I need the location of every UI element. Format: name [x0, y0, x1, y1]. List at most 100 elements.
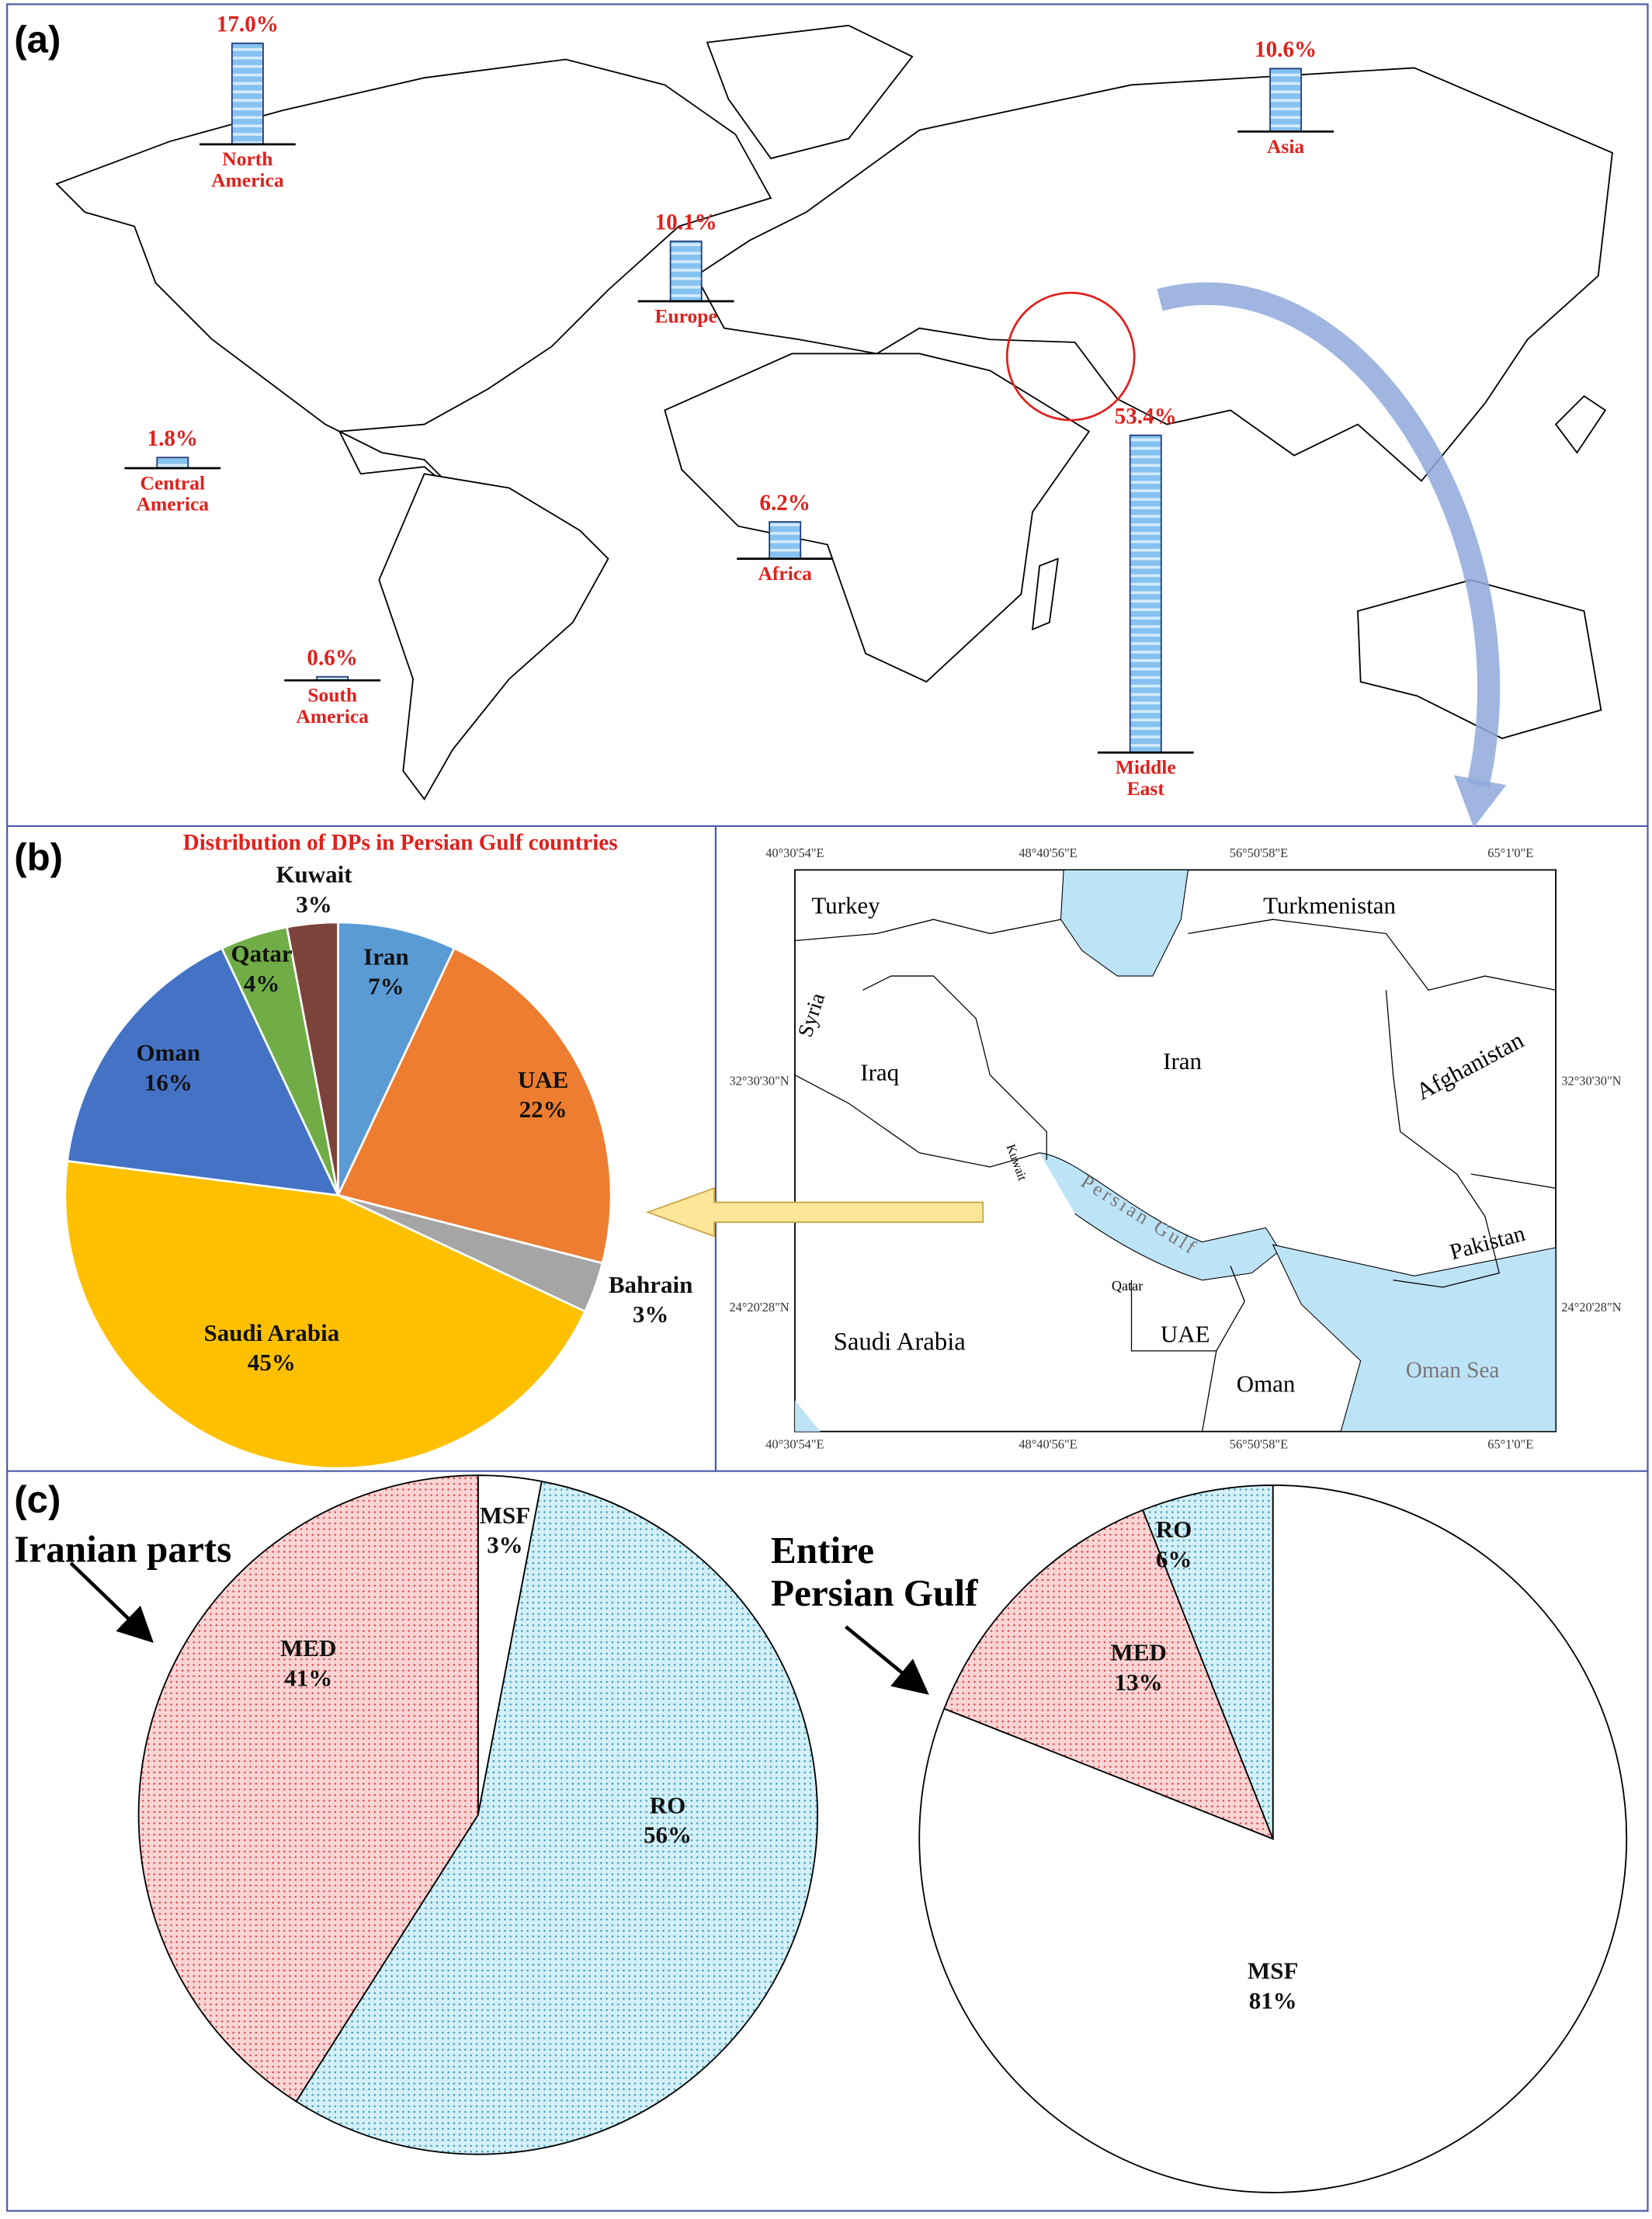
pie-slice — [1141, 1485, 1274, 1839]
category-label-box: South America — [296, 686, 369, 729]
slice-label: UAE — [518, 1066, 568, 1093]
latitude-label: 32°30'30"N — [1561, 1073, 1621, 1088]
map-label: Qatar — [1112, 1278, 1143, 1294]
longitude-label: 40°30'54"E — [765, 1437, 824, 1452]
map-label: Turkmenistan — [1263, 892, 1396, 919]
longitude-label: 56°50'58"E — [1230, 846, 1288, 860]
longitude-label: 40°30'54"E — [765, 846, 824, 860]
category-label-box: Central America — [136, 474, 210, 517]
category-label: Europe — [654, 307, 717, 328]
slice-value: 3% — [633, 1300, 668, 1328]
zoom-arrow-head — [1453, 775, 1507, 828]
chart-annotation-box: Entire Persian Gulf — [770, 1530, 978, 1614]
value-label: 0.6% — [307, 646, 358, 671]
slice-label: MED — [280, 1634, 336, 1662]
map-label: Iran — [1163, 1047, 1202, 1075]
outer-frame — [6, 3, 1649, 2212]
highlight-circle — [1005, 291, 1136, 422]
category-label-box: Europe — [654, 307, 717, 328]
pie-slice — [285, 921, 339, 1196]
slice-label: MED — [1110, 1639, 1166, 1666]
annotation-arrow — [69, 1561, 154, 1644]
map-label: Oman — [1237, 1370, 1296, 1398]
longitude-label: 48°40'56"E — [1019, 1437, 1077, 1452]
pie-slice — [337, 921, 456, 1196]
slice-label: Oman — [137, 1039, 201, 1066]
world-map — [55, 24, 1613, 800]
category-label-box: Asia — [1266, 137, 1305, 159]
category-label: North America — [211, 150, 284, 193]
slice-label: Kuwait — [276, 861, 352, 888]
slice-value: 41% — [284, 1664, 332, 1691]
pie-slice — [336, 946, 613, 1265]
map-label: Iraq — [860, 1059, 899, 1086]
pie-slice — [137, 1474, 479, 2103]
slice-label: Saudi Arabia — [203, 1319, 339, 1346]
value-label: 53.4% — [1115, 404, 1177, 429]
slice-label: MSF — [1248, 1957, 1298, 1985]
pie-slice — [295, 1480, 818, 2155]
regional-map — [794, 869, 1557, 1432]
link-arrow — [645, 1187, 984, 1238]
chart-annotation: Iranian parts — [14, 1528, 231, 1571]
category-label: Africa — [758, 564, 812, 586]
slice-value: 13% — [1115, 1669, 1163, 1696]
bar — [156, 457, 189, 469]
map-label: Oman Sea — [1406, 1358, 1500, 1383]
slice-value: 22% — [519, 1096, 567, 1123]
longitude-label: 48°40'56"E — [1019, 846, 1077, 860]
slice-value: 16% — [144, 1068, 193, 1096]
map-label: UAE — [1161, 1321, 1210, 1348]
category-label: Asia — [1266, 137, 1305, 159]
bar — [669, 240, 703, 302]
category-label-box: North America — [211, 150, 284, 193]
slice-value: 56% — [644, 1821, 692, 1849]
zoom-arrow — [1157, 282, 1501, 788]
value-label: 6.2% — [759, 491, 810, 516]
value-label: 17.0% — [217, 12, 279, 37]
slice-label: MSF — [480, 1502, 530, 1529]
category-label: South America — [296, 686, 369, 729]
longitude-label: 65°1'0"E — [1487, 846, 1533, 860]
category-label: Middle East — [1115, 758, 1176, 801]
pie-slice — [66, 946, 340, 1197]
longitude-label: 65°1'0"E — [1487, 1437, 1533, 1452]
latitude-label: 24°20'28"N — [729, 1300, 789, 1314]
bar — [231, 42, 264, 145]
panel-label: (b) — [14, 836, 63, 879]
category-label-box: Middle East — [1115, 758, 1176, 801]
slice-label: Iran — [363, 943, 409, 970]
panel-label: (c) — [14, 1478, 61, 1521]
pie-slice — [64, 1159, 587, 1470]
panel-label: (a) — [14, 19, 61, 61]
slice-label: Qatar — [231, 940, 293, 967]
bar — [769, 521, 802, 560]
map-label: Turkey — [811, 892, 880, 919]
bar — [1269, 68, 1303, 133]
latitude-label: 24°20'28"N — [1561, 1300, 1621, 1314]
latitude-label: 32°30'30"N — [729, 1073, 789, 1088]
slice-value: 7% — [368, 973, 404, 1000]
slice-value: 3% — [487, 1531, 522, 1558]
slice-label: RO — [1156, 1516, 1192, 1543]
slice-value: 6% — [1156, 1545, 1192, 1572]
longitude-label: 56°50'58"E — [1230, 1437, 1288, 1452]
value-label: 10.1% — [655, 210, 717, 235]
slice-label: RO — [650, 1791, 685, 1818]
chart-annotation: Entire Persian Gulf — [770, 1530, 978, 1614]
map-label: Saudi Arabia — [834, 1328, 967, 1356]
annotation-arrow — [845, 1625, 929, 1695]
bar — [1129, 434, 1162, 754]
slice-value: 81% — [1249, 1987, 1297, 2014]
slice-value: 4% — [244, 970, 279, 997]
slice-value: 45% — [248, 1349, 296, 1376]
slice-label: Bahrain — [609, 1271, 692, 1298]
category-label-box: Africa — [758, 564, 812, 586]
value-label: 1.8% — [148, 426, 199, 451]
slice-value: 3% — [296, 891, 331, 918]
chart-title: Distribution of DPs in Persian Gulf coun… — [183, 830, 618, 855]
category-label: Central America — [136, 474, 210, 517]
value-label: 10.6% — [1255, 37, 1317, 62]
